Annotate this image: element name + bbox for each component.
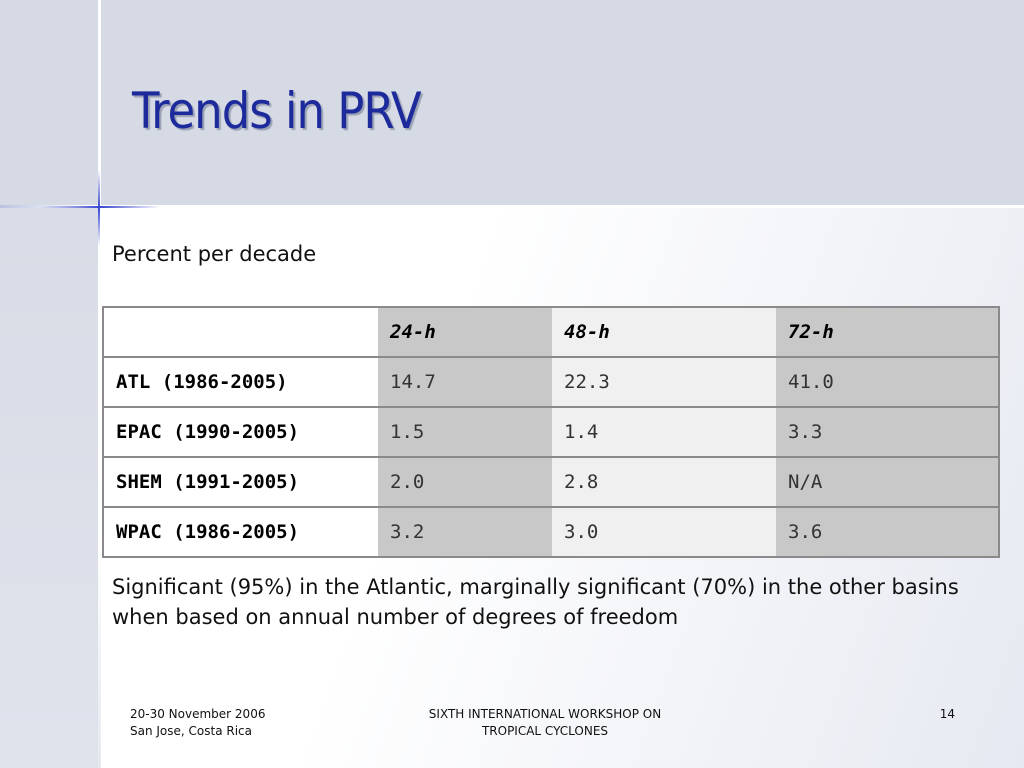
value-cell: 2.0 <box>378 457 552 508</box>
value-cell: 14.7 <box>378 357 552 408</box>
prv-trends-table: 24-h 48-h 72-h ATL (1986-2005) 14.7 22.3… <box>102 306 1000 558</box>
value-cell: 3.6 <box>776 507 999 558</box>
value-cell: 41.0 <box>776 357 999 408</box>
table-row: EPAC (1990-2005) 1.5 1.4 3.3 <box>103 407 999 458</box>
value-cell: 2.8 <box>552 457 776 508</box>
header-cell: 48-h <box>552 307 776 358</box>
basin-cell: WPAC (1986-2005) <box>103 507 378 558</box>
significance-note: Significant (95%) in the Atlantic, margi… <box>112 575 959 629</box>
table-header-row: 24-h 48-h 72-h <box>103 307 999 358</box>
value-cell: 1.4 <box>552 407 776 458</box>
horizontal-divider <box>0 205 1024 208</box>
header-cell: 24-h <box>378 307 552 358</box>
footer-date-location: 20-30 November 2006 San Jose, Costa Rica <box>130 706 265 740</box>
header-cell <box>103 307 378 358</box>
vertical-divider <box>98 0 101 768</box>
footer-location: San Jose, Costa Rica <box>130 724 253 738</box>
value-cell: 3.2 <box>378 507 552 558</box>
footer-event: SIXTH INTERNATIONAL WORKSHOP ON TROPICAL… <box>380 706 710 740</box>
slide-title: Trends in PRV <box>132 82 422 140</box>
basin-cell: ATL (1986-2005) <box>103 357 378 408</box>
title-band <box>0 0 1024 207</box>
footer-event-line2: TROPICAL CYCLONES <box>481 724 609 738</box>
value-cell: 3.0 <box>552 507 776 558</box>
footer-date: 20-30 November 2006 <box>130 707 266 721</box>
table-row: ATL (1986-2005) 14.7 22.3 41.0 <box>103 357 999 408</box>
value-cell: N/A <box>776 457 999 508</box>
footer-event-line1: SIXTH INTERNATIONAL WORKSHOP ON <box>428 707 662 721</box>
left-band <box>0 207 100 768</box>
table-row: SHEM (1991-2005) 2.0 2.8 N/A <box>103 457 999 508</box>
basin-cell: SHEM (1991-2005) <box>103 457 378 508</box>
value-cell: 3.3 <box>776 407 999 458</box>
sparkle-decoration-vertical <box>98 170 100 246</box>
sparkle-decoration-horizontal <box>40 206 160 208</box>
table-row: WPAC (1986-2005) 3.2 3.0 3.6 <box>103 507 999 558</box>
header-cell: 72-h <box>776 307 999 358</box>
value-cell: 1.5 <box>378 407 552 458</box>
slide-number: 14 <box>939 707 955 721</box>
slide-subtitle: Percent per decade <box>112 242 317 266</box>
basin-cell: EPAC (1990-2005) <box>103 407 378 458</box>
value-cell: 22.3 <box>552 357 776 408</box>
